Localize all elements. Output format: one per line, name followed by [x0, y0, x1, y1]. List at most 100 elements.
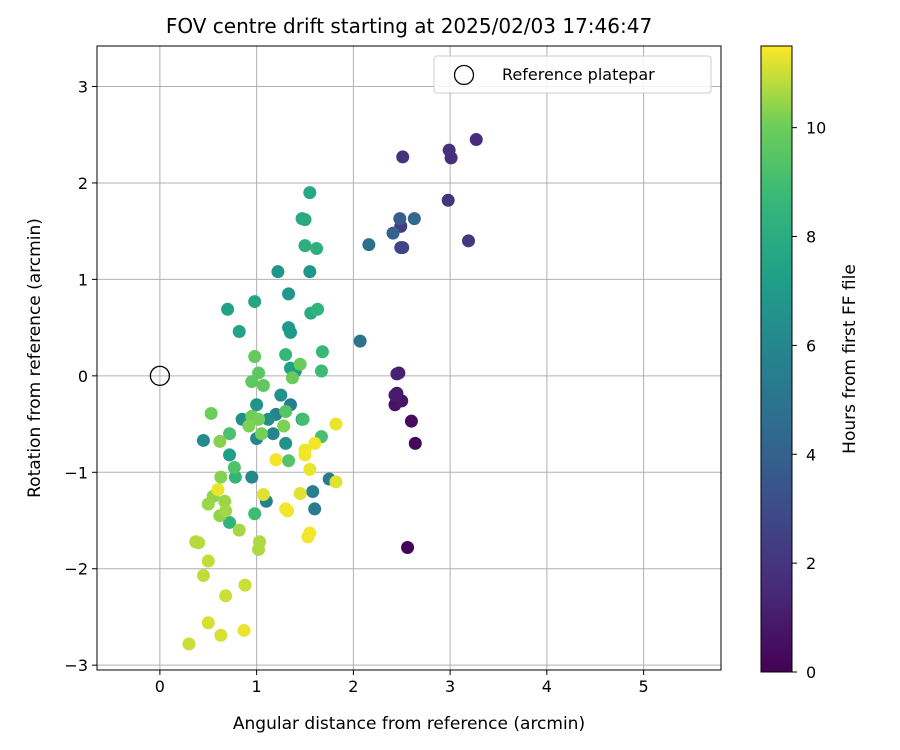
data-point: [279, 502, 293, 516]
data-point: [252, 412, 266, 426]
data-point: [298, 213, 312, 227]
data-point: [306, 485, 320, 499]
data-point: [396, 241, 410, 255]
colorbar-tick-label: 10: [806, 119, 826, 138]
data-point: [192, 536, 206, 550]
legend-reference-icon: [453, 64, 475, 86]
grid-lines: [97, 46, 721, 670]
data-point: [223, 427, 237, 441]
y-axis-ticks: −3 −2 −1 0 1 2 3: [64, 78, 97, 675]
colorbar-label: Hours from first FF file: [840, 264, 860, 454]
data-point: [303, 265, 317, 279]
data-point: [228, 470, 242, 484]
data-point: [242, 419, 256, 433]
data-point: [315, 345, 329, 359]
data-point: [279, 436, 293, 450]
data-point: [232, 523, 246, 537]
x-tick-label: 4: [542, 677, 552, 696]
data-point: [269, 453, 283, 467]
data-point: [408, 436, 422, 450]
colorbar-tick-label: 8: [806, 228, 816, 247]
data-points: [182, 133, 483, 651]
data-point: [303, 186, 317, 200]
data-point: [329, 475, 343, 489]
data-point: [196, 433, 210, 447]
data-point: [245, 470, 259, 484]
plot-frame: [96, 45, 722, 671]
x-axis-ticks: 0 1 2 3 4 5: [155, 670, 649, 696]
data-point: [301, 530, 315, 544]
y-tick-label: −1: [64, 463, 88, 482]
data-point: [298, 239, 312, 253]
data-point: [386, 226, 400, 240]
chart-title: FOV centre drift starting at 2025/02/03 …: [166, 14, 652, 38]
data-point: [279, 405, 293, 419]
colorbar: 0 2 4 6 8 10 Hours from first FF file: [760, 45, 860, 682]
data-point: [213, 434, 227, 448]
data-point: [201, 497, 215, 511]
y-tick-label: 1: [78, 270, 88, 289]
data-point: [393, 212, 407, 226]
data-point: [248, 507, 262, 521]
data-point: [362, 238, 376, 252]
data-point: [237, 623, 251, 637]
y-tick-label: −3: [64, 656, 88, 675]
data-point: [214, 470, 228, 484]
data-point: [282, 287, 296, 301]
data-point: [285, 371, 299, 385]
data-point: [182, 637, 196, 651]
data-point: [392, 366, 406, 380]
data-point: [256, 378, 270, 392]
data-point: [204, 406, 218, 420]
data-point: [266, 427, 280, 441]
y-tick-label: 0: [78, 367, 88, 386]
x-tick-label: 5: [639, 677, 649, 696]
data-point: [308, 502, 322, 516]
data-point: [407, 212, 421, 226]
data-point: [274, 388, 288, 402]
data-point: [221, 302, 235, 316]
x-tick-label: 2: [348, 677, 358, 696]
data-point: [282, 454, 296, 468]
colorbar-ticks: 0 2 4 6 8 10: [792, 119, 826, 682]
data-point: [329, 417, 343, 431]
data-point: [211, 483, 225, 497]
data-point: [218, 494, 232, 508]
data-point: [196, 568, 210, 582]
data-point: [461, 234, 475, 248]
colorbar-tick-label: 0: [806, 663, 816, 682]
x-tick-label: 3: [445, 677, 455, 696]
colorbar-tick-label: 6: [806, 336, 816, 355]
reference-marker-group: [149, 365, 171, 386]
colorbar-tick-label: 2: [806, 554, 816, 573]
data-point: [469, 133, 483, 147]
data-point: [219, 504, 233, 518]
data-point: [396, 150, 410, 164]
data-point: [219, 589, 233, 603]
data-point: [250, 398, 264, 412]
data-point: [353, 334, 367, 348]
data-point: [441, 193, 455, 207]
data-point: [248, 350, 262, 364]
data-point: [293, 487, 307, 501]
y-axis-label: Rotation from reference (arcmin): [25, 218, 45, 498]
data-point: [308, 436, 322, 450]
data-point: [298, 448, 312, 462]
data-point: [256, 487, 270, 501]
legend-box: [433, 55, 712, 94]
data-point: [254, 427, 268, 441]
x-tick-label: 1: [252, 677, 262, 696]
reference-platepar-marker: [149, 365, 171, 386]
data-point: [223, 448, 237, 462]
data-point: [388, 388, 402, 402]
x-axis-label: Angular distance from reference (arcmin): [233, 714, 585, 734]
colorbar-gradient: [760, 45, 793, 673]
data-point: [311, 302, 325, 316]
data-point: [401, 541, 415, 555]
colorbar-tick-label: 4: [806, 445, 816, 464]
legend: Reference platepar: [433, 55, 712, 94]
data-point: [252, 542, 266, 556]
data-point: [261, 412, 275, 426]
legend-entry-reference: Reference platepar: [502, 65, 655, 84]
